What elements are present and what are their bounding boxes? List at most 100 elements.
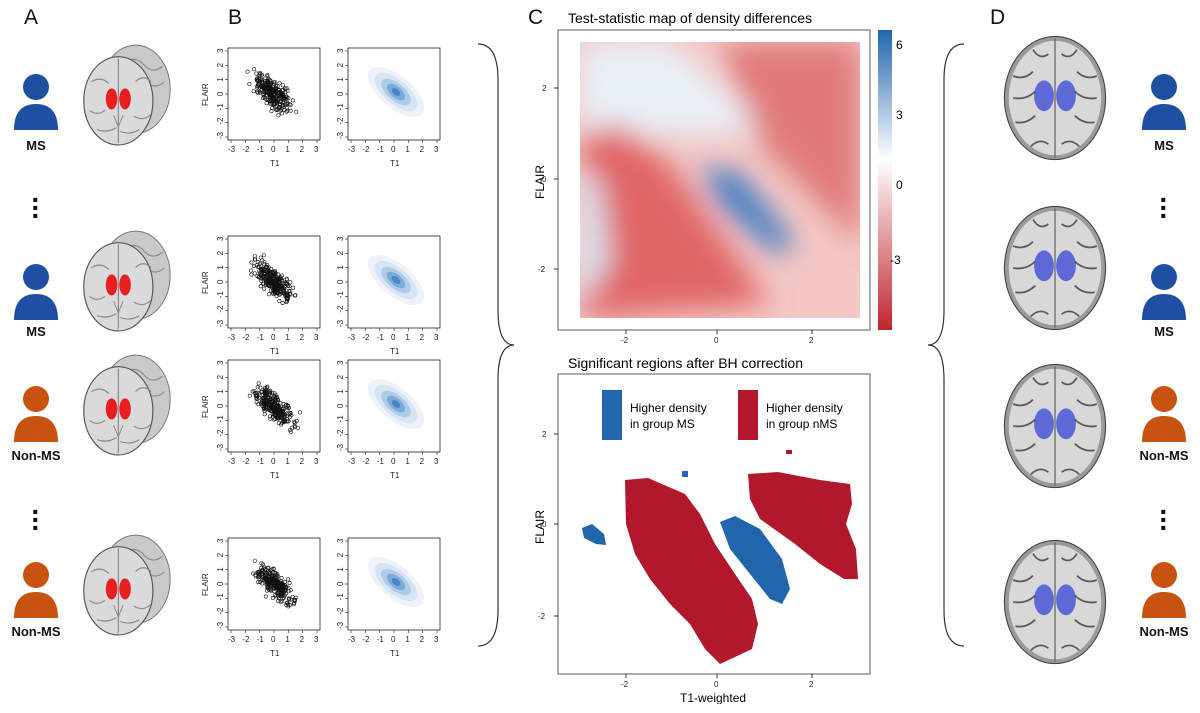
y-tick: -2 [336,117,345,125]
heatmap-title: Test-statistic map of density difference… [568,10,812,26]
x-tick: 3 [314,333,319,342]
x-tick: 0 [391,333,396,342]
y-tick: 2 [336,552,345,557]
y-tick: -3 [216,443,225,451]
y-tick: 2 [336,62,345,67]
x-tick: -1 [257,635,265,644]
y-tick: -2 [336,429,345,437]
person-icon [1140,384,1188,444]
legend-label-nms-1: Higher density [766,401,843,415]
y-tick: -3 [216,131,225,139]
group-label: MS [1154,324,1174,339]
brain-slice-icon [1000,534,1110,670]
y-tick: 3 [216,236,225,241]
region-ms-left [582,524,606,545]
x-tick: 3 [314,635,319,644]
y-tick: 1 [216,389,225,394]
x-tick: -1 [377,333,385,342]
colorbar-tick: 6 [896,38,903,52]
x-tick: 1 [405,145,410,154]
x-tick: 3 [434,333,439,342]
ellipsis-icon: · · · [1159,184,1169,231]
x-tick: 3 [434,145,439,154]
x-tick: -1 [377,145,385,154]
x-tick: 2 [300,333,305,342]
sigmap-title: Significant regions after BH correction [568,355,803,371]
person-icon [12,384,60,444]
y-tick: 3 [216,538,225,543]
x-tick: 0 [271,145,276,154]
x-tick: 2 [809,336,814,345]
x-tick: -2 [242,145,250,154]
x-tick: 0 [271,333,276,342]
x-tick: 0 [714,680,719,689]
brain-icon [78,226,174,338]
x-tick: 1 [405,635,410,644]
x-tick: 2 [300,457,305,466]
x-axis-label: T1 [270,347,280,356]
y-tick: 2 [216,552,225,557]
y-tick: -3 [336,131,345,139]
y-tick: 0 [216,403,225,408]
region-nms-dot [786,450,792,454]
x-tick: -2 [242,457,250,466]
y-tick: 0 [336,403,345,408]
panel-letter-d: D [990,6,1006,29]
x-tick: 2 [420,635,425,644]
y-tick: -3 [336,443,345,451]
y-tick: 1 [336,77,345,82]
x-tick: -3 [228,145,236,154]
x-tick: 2 [420,333,425,342]
y-tick: -3 [336,621,345,629]
brain-icon [78,40,174,152]
y-tick: 3 [336,360,345,365]
brain-icon [78,530,174,642]
y-tick: -3 [216,319,225,327]
sigmap-x-axis: -2 0 2 T1-weighted [621,674,814,704]
person-icon [12,72,60,132]
y-tick: 2 [216,62,225,67]
y-tick: 1 [216,77,225,82]
heatmap-x-axis: -2 0 2 [621,330,814,345]
person-icon [12,560,60,620]
y-tick: -1 [336,415,345,423]
region-nms-right [748,472,858,579]
y-tick: -2 [538,265,546,274]
y-tick: 1 [336,265,345,270]
brace-icon [927,43,965,647]
x-tick: 3 [434,635,439,644]
y-axis-label: FLAIR [201,573,210,596]
person-icon [12,262,60,322]
panel-letter-c: C [528,6,544,29]
x-tick: 0 [271,457,276,466]
y-tick: 3 [336,48,345,53]
x-tick: 0 [391,635,396,644]
y-tick: -2 [336,305,345,313]
group-label: Non-MS [11,448,61,463]
heatmap-y-axis: 2 0 -2 FLAIR [533,84,558,274]
group-label: Non-MS [11,624,61,639]
x-tick: 1 [285,635,290,644]
y-axis-label: FLAIR [201,271,210,294]
y-tick: 2 [216,374,225,379]
x-tick: -3 [228,635,236,644]
ellipsis-icon: · · · [31,184,41,231]
x-axis-label: T1 [270,471,280,480]
y-tick: 2 [336,250,345,255]
y-tick: 1 [336,567,345,572]
y-tick: -3 [336,319,345,327]
y-axis-label: FLAIR [201,83,210,106]
y-tick: 0 [542,520,547,529]
x-tick: 2 [300,145,305,154]
x-axis-label: T1 [390,649,400,658]
x-tick: -1 [257,457,265,466]
sigmap-xlabel: T1-weighted [680,691,746,704]
region-nms-left [625,478,758,664]
colorbar-tick: 3 [896,108,903,122]
brace-icon [477,43,515,647]
x-tick: -1 [257,145,265,154]
